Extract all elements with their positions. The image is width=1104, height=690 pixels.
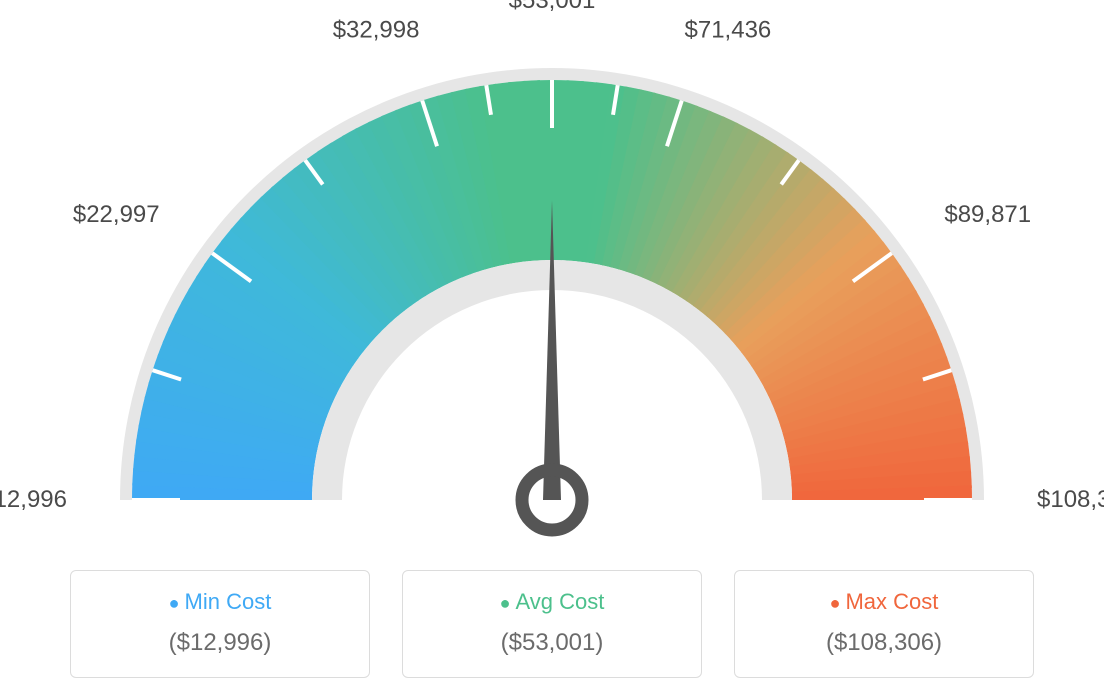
- gauge-tick-label: $108,306: [1037, 486, 1104, 514]
- gauge-tick-label: $32,998: [333, 16, 420, 44]
- legend-value-max: ($108,306): [745, 629, 1023, 657]
- gauge-tick-label: $53,001: [509, 0, 596, 15]
- legend-row: Min Cost ($12,996) Avg Cost ($53,001) Ma…: [0, 570, 1104, 678]
- gauge-svg: [0, 0, 1104, 560]
- gauge-tick-label: $71,436: [685, 16, 772, 44]
- legend-card-min: Min Cost ($12,996): [70, 570, 370, 678]
- legend-card-max: Max Cost ($108,306): [734, 570, 1034, 678]
- legend-card-avg: Avg Cost ($53,001): [402, 570, 702, 678]
- gauge-chart: $12,996 $22,997 $32,998 $53,001 $71,436 $89,8…: [0, 0, 1104, 560]
- legend-title-max: Max Cost: [745, 589, 1023, 615]
- legend-title-min: Min Cost: [81, 589, 359, 615]
- legend-title-avg: Avg Cost: [413, 589, 691, 615]
- legend-value-min: ($12,996): [81, 629, 359, 657]
- legend-value-avg: ($53,001): [413, 629, 691, 657]
- gauge-tick-label: $12,996: [0, 486, 67, 514]
- gauge-tick-label: $89,871: [944, 201, 1031, 229]
- gauge-tick-label: $22,997: [73, 201, 160, 229]
